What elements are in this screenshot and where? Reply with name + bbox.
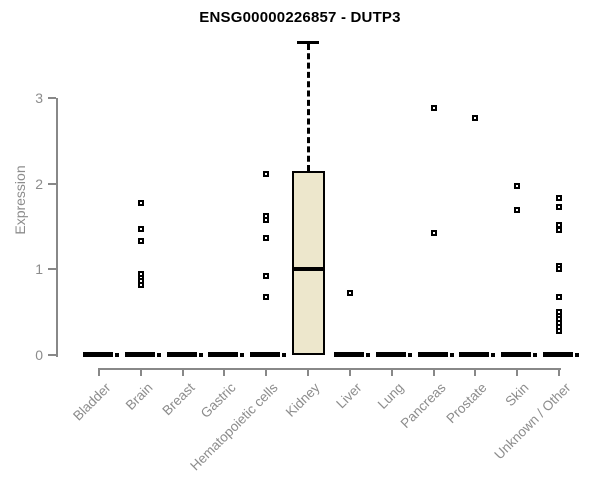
x-axis-tick [265,368,268,376]
x-axis-tick [557,368,560,376]
y-tick-label: 0 [35,347,43,363]
flat-box [459,352,490,357]
y-axis-tick [48,354,56,356]
flat-box-cap [533,353,538,357]
flat-box-cap [240,353,245,357]
y-tick-label: 3 [35,89,43,106]
flat-box-cap [491,353,496,357]
x-axis-tick [390,368,393,376]
flat-box [166,352,197,357]
chart-title: ENSG00000226857 - DUTP3 [199,9,401,26]
flat-box [208,352,239,357]
x-axis-tick [516,368,519,376]
outlier-point [137,281,144,288]
flat-box-cap [449,353,454,357]
outlier-point [555,328,562,334]
flat-box [501,352,532,357]
outlier-point [514,207,521,214]
outlier-point [263,216,270,223]
outlier-point [555,203,562,210]
y-axis-tick [48,268,56,271]
outlier-point [137,200,144,207]
outlier-point [555,293,562,300]
flat-box-cap [156,353,161,357]
flat-box [417,352,448,357]
outlier-point [137,238,144,245]
outlier-point [555,266,562,273]
y-axis-tick [48,182,56,185]
x-axis-line [99,368,561,370]
y-tick-label: 2 [35,175,43,192]
flat-box [375,352,406,357]
x-axis-tick [432,368,435,376]
outlier-point [430,230,437,237]
flat-box-cap [407,353,412,357]
whisker-cap [297,41,320,45]
outlier-point [137,226,144,233]
y-axis-line [56,98,58,357]
flat-box-cap [365,353,370,357]
x-axis-tick [181,368,184,376]
x-axis-tick [348,368,351,376]
outlier-point [263,293,270,300]
outlier-point [555,195,562,202]
outlier-point [430,105,437,112]
outlier-point [263,234,270,241]
y-axis-tick [48,96,56,99]
median-line [291,267,325,272]
flat-box [250,352,281,357]
x-axis-tick [223,368,226,376]
outlier-point [263,171,270,178]
flat-box-cap [115,353,119,357]
x-axis-tick [139,368,142,376]
whisker-line [307,44,311,171]
x-axis-tick [98,368,100,376]
flat-box-cap [282,353,287,357]
outlier-point [555,221,562,228]
flat-box [542,352,573,357]
outlier-point [346,290,353,297]
y-tick-label: 1 [35,261,43,278]
flat-box-cap [198,353,203,357]
outlier-point [472,114,479,121]
x-axis-tick [474,368,477,376]
outlier-point [555,226,562,233]
outlier-point [514,183,521,190]
flat-box-cap [574,353,579,357]
x-axis-tick [307,368,310,376]
flat-box [124,352,155,357]
outlier-point [263,273,270,280]
flat-box [333,352,364,357]
flat-box [83,352,113,357]
box [291,170,325,355]
